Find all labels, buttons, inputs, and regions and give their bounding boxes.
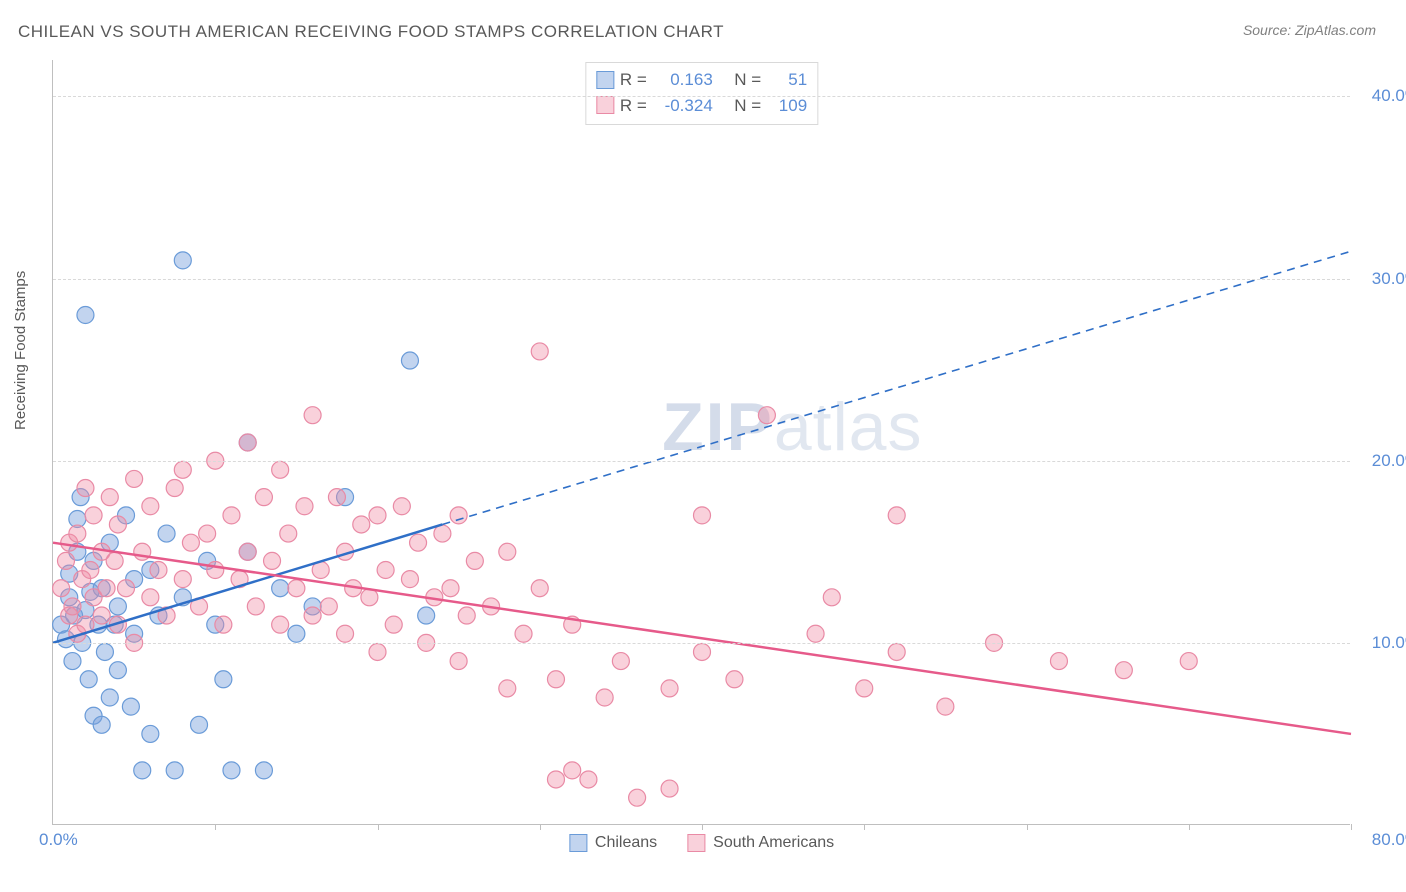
- scatter-plot-svg: [53, 60, 1350, 824]
- source-attribution: Source: ZipAtlas.com: [1243, 22, 1376, 38]
- x-axis-max-label: 80.0%: [1372, 830, 1406, 850]
- legend-label-chileans: Chileans: [595, 834, 657, 852]
- series-legend: Chileans South Americans: [569, 834, 834, 852]
- legend-label-south-americans: South Americans: [713, 834, 834, 852]
- x-axis-min-label: 0.0%: [39, 830, 78, 850]
- legend-swatch-blue: [569, 834, 587, 852]
- y-tick-label: 10.0%: [1360, 633, 1406, 653]
- y-tick-label: 20.0%: [1360, 451, 1406, 471]
- legend-item-south-americans: South Americans: [687, 834, 834, 852]
- stat-row-chileans: R = 0.163 N = 51: [596, 67, 807, 93]
- legend-item-chileans: Chileans: [569, 834, 657, 852]
- chart-title: CHILEAN VS SOUTH AMERICAN RECEIVING FOOD…: [18, 22, 724, 42]
- stat-swatch-pink: [596, 96, 614, 114]
- y-tick-label: 40.0%: [1360, 86, 1406, 106]
- legend-swatch-pink: [687, 834, 705, 852]
- y-tick-label: 30.0%: [1360, 269, 1406, 289]
- chart-plot-area: ZIPatlas R = 0.163 N = 51 R = -0.324 N =…: [52, 60, 1350, 825]
- y-axis-label: Receiving Food Stamps: [12, 271, 29, 430]
- correlation-stats-box: R = 0.163 N = 51 R = -0.324 N = 109: [585, 62, 818, 125]
- stat-swatch-blue: [596, 71, 614, 89]
